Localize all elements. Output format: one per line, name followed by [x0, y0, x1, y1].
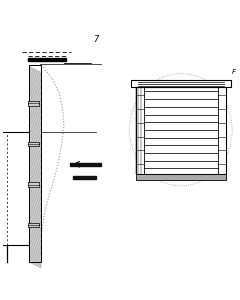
Bar: [136, 174, 226, 180]
Bar: [28, 142, 39, 146]
Bar: [28, 101, 39, 106]
Bar: [28, 58, 66, 61]
Bar: [28, 182, 39, 187]
Text: F: F: [231, 70, 235, 76]
Bar: [73, 176, 96, 178]
Bar: [28, 223, 39, 227]
Bar: [29, 65, 41, 262]
Text: 7: 7: [93, 34, 99, 43]
Bar: [70, 163, 101, 166]
Bar: [136, 87, 226, 174]
Bar: [131, 80, 231, 87]
